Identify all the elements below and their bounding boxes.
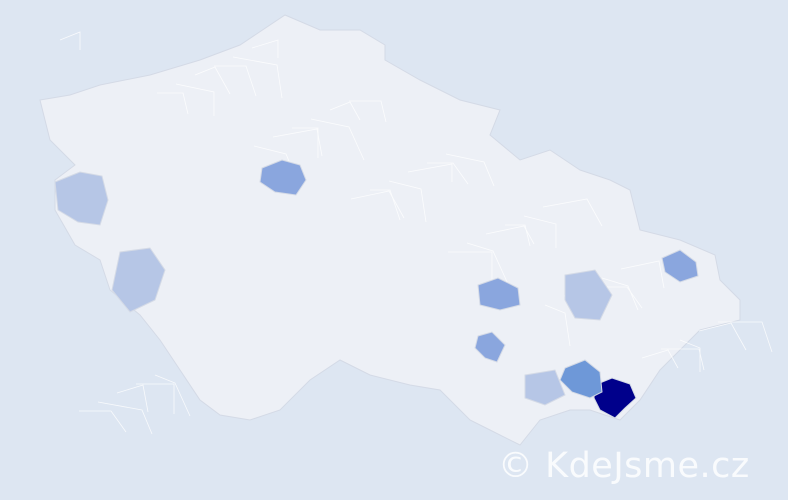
district-border: [59, 31, 81, 50]
district-border: [79, 410, 127, 433]
district-border: [620, 260, 665, 289]
district-border: [232, 56, 283, 99]
district-low: [524, 369, 566, 406]
district-low: [111, 247, 166, 313]
district-border: [448, 251, 493, 282]
district-border: [175, 83, 215, 116]
district-medium: [259, 159, 307, 196]
district-border: [698, 322, 747, 351]
highlighted-districts: [54, 159, 699, 419]
district-low: [54, 171, 109, 226]
district-max: [593, 377, 637, 419]
country-outline: [39, 14, 741, 446]
district-border: [310, 118, 365, 161]
district-border: [679, 339, 701, 372]
district-border: [272, 128, 323, 157]
district-border: [427, 162, 469, 185]
district-border: [388, 180, 427, 223]
district-border: [718, 321, 773, 353]
district-medium: [474, 331, 506, 363]
district-border: [157, 92, 189, 115]
district-border: [194, 66, 231, 95]
district-border: [154, 374, 191, 417]
district-medium: [477, 277, 521, 311]
district-border: [485, 225, 535, 245]
district-low: [564, 269, 613, 321]
district-border: [136, 383, 175, 414]
district-border: [97, 401, 153, 435]
district-border: [661, 348, 705, 371]
district-border: [466, 242, 509, 285]
district-border: [523, 215, 557, 248]
district-border: [542, 198, 603, 227]
district-border: [505, 224, 531, 247]
district-border: [601, 277, 639, 311]
district-border: [251, 39, 279, 58]
district-border: [350, 190, 405, 219]
district-medium: [661, 249, 699, 283]
watermark: © KdeJsme.cz: [498, 446, 750, 486]
district-border: [370, 189, 401, 221]
district-border: [445, 153, 495, 187]
district-border: [407, 163, 453, 182]
district-border: [214, 65, 257, 97]
district-high: [559, 359, 603, 399]
district-border: [349, 100, 387, 123]
district-border: [329, 101, 361, 121]
district-border: [544, 304, 571, 347]
district-border: [116, 384, 149, 413]
district-border: [292, 127, 319, 158]
district-border: [641, 349, 679, 369]
